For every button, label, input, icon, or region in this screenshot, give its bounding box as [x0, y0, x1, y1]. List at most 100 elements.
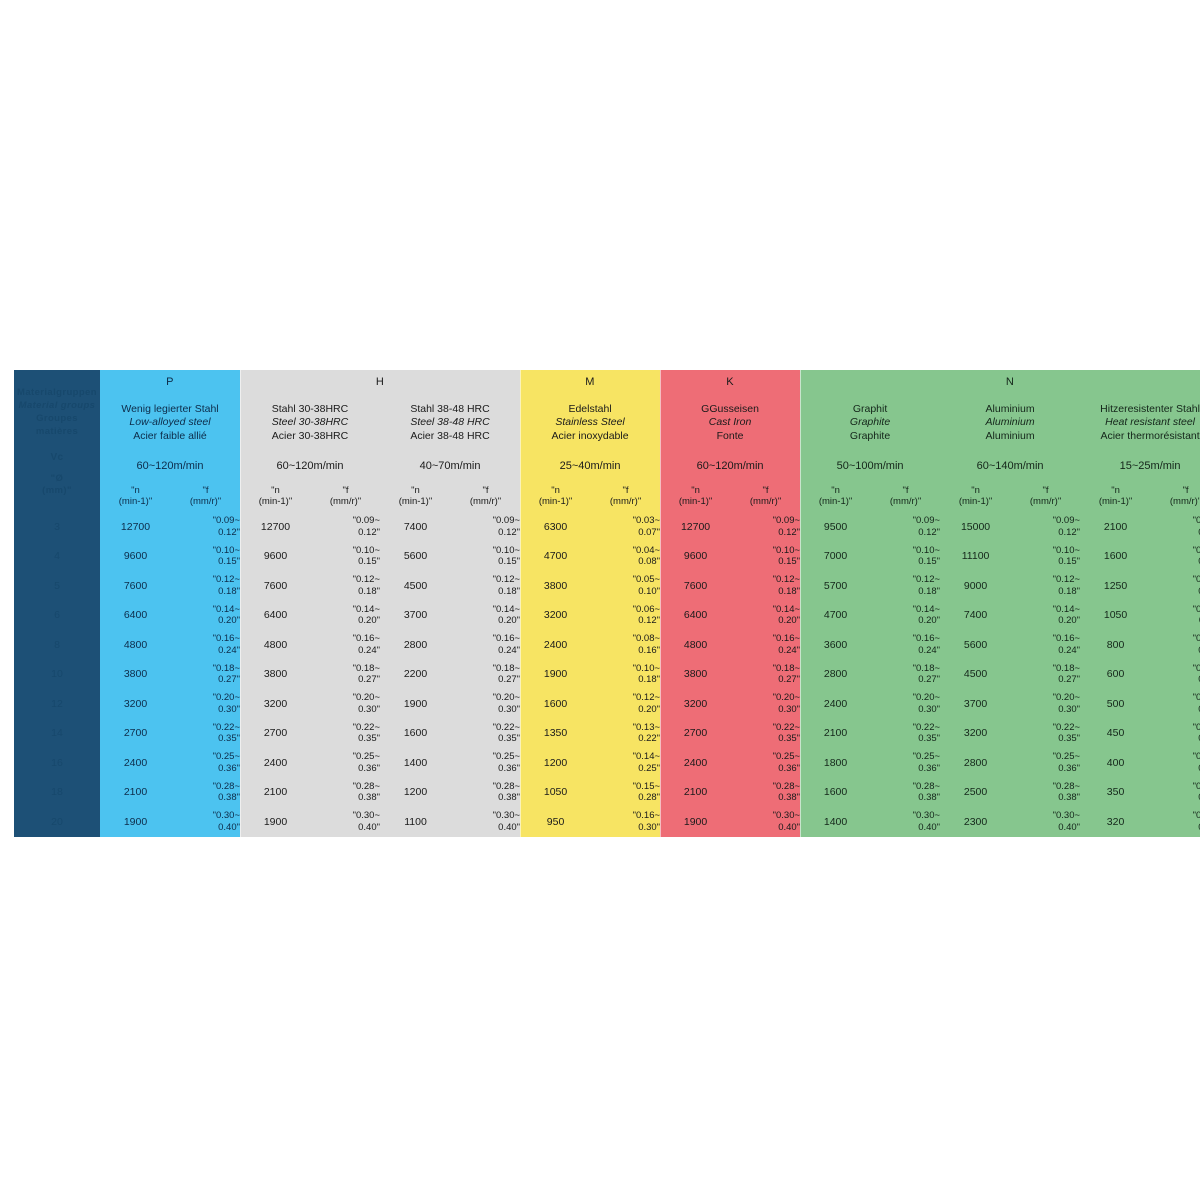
spindle-speed-cell: 2700 — [660, 718, 732, 748]
spindle-speed-cell: 1250 — [1080, 571, 1152, 601]
diameter-cell: 20 — [14, 807, 100, 837]
spindle-speed-cell: 3800 — [520, 571, 592, 601]
spindle-speed-cell: 1400 — [380, 748, 451, 778]
feed-cell: "0.12~ 0.18" — [171, 571, 240, 601]
spindle-speed-cell: 9000 — [940, 571, 1012, 601]
table-row: 16 2400 "0.25~ 0.36" 2400 "0.25~ 0.36" 1400 "0… — [14, 748, 1200, 778]
feed-header: "f (mm/r)" — [871, 480, 941, 512]
material-name: Stahl 38-48 HRC Steel 38-48 HRC Acier 38-4… — [380, 394, 521, 452]
feed-cell: "0.16~ 0.30" — [591, 807, 661, 837]
feed-cell: "0.18~ 0.27" — [871, 659, 941, 689]
feed-cell: "0.25~ 0.36" — [871, 748, 941, 778]
feed-cell: "0.09~ 0.12" — [451, 512, 521, 542]
feed-cell: "0.18~ 0.27" — [171, 659, 240, 689]
material-line: Cast Iron — [708, 416, 752, 429]
feed-cell: "0.05~ 0.10" — [591, 571, 661, 601]
feed-cell: "0.18~ 0.27" — [731, 659, 801, 689]
spindle-speed-cell: 400 — [1080, 748, 1152, 778]
table-row: 18 2100 "0.28~ 0.38" 2100 "0.28~ 0.38" 1200 "0… — [14, 777, 1200, 807]
material-groups-line: Material groups — [18, 400, 96, 411]
material-line: Graphite — [849, 416, 891, 429]
spindle-speed-cell: 2700 — [100, 718, 171, 748]
spindle-speed-header: "n (min-1)" — [660, 480, 732, 512]
table-row: 10 3800 "0.18~ 0.27" 3800 "0.18~ 0.27" 2200 "0… — [14, 659, 1200, 689]
material-name: Aluminium Aluminium Aluminium — [940, 394, 1081, 452]
feed-cell: "0.10~ 0.15" — [731, 541, 801, 571]
feed-cell: "0.14~ 0.25" — [591, 748, 661, 778]
spindle-speed-cell: 1900 — [660, 807, 732, 837]
feed-cell: "0.15~ 0.25" — [1151, 777, 1200, 807]
feed-cell: "0.30~ 0.40" — [731, 807, 801, 837]
cutting-speed-range: 60~120m/min — [240, 452, 380, 480]
feed-cell: "0.08~ 0.14" — [1151, 630, 1200, 660]
spindle-speed-cell: 4800 — [100, 630, 171, 660]
material-line: Heat resistant steel — [1105, 416, 1196, 429]
diameter-cell: 4 — [14, 541, 100, 571]
feed-cell: "0.22~ 0.35" — [1011, 718, 1081, 748]
spindle-speed-cell: 7600 — [660, 571, 732, 601]
spindle-speed-cell: 2100 — [800, 718, 872, 748]
feed-cell: "0.30~ 0.40" — [871, 807, 941, 837]
spindle-speed-cell: 3200 — [660, 689, 732, 719]
feed-cell: "0.10~ 0.15" — [311, 541, 380, 571]
vc-label: Vc — [50, 452, 64, 463]
spindle-speed-cell: 9600 — [240, 541, 311, 571]
material-name: Stahl 30-38HRC Steel 30-38HRC Acier 30-38H… — [240, 394, 380, 452]
feed-cell: "0.20~ 0.30" — [171, 689, 240, 719]
feed-cell: "0.25~ 0.36" — [171, 748, 240, 778]
feed-cell: "0.28~ 0.38" — [871, 777, 941, 807]
feed-cell: "0.20~ 0.30" — [311, 689, 380, 719]
feed-cell: "0.05~ 0.09" — [1151, 571, 1200, 601]
feed-cell: "0.12~ 0.18" — [871, 571, 941, 601]
material-name: GGusseisen Cast Iron Fonte — [660, 394, 801, 452]
diameter-cell: 6 — [14, 600, 100, 630]
spindle-speed-cell: 450 — [1080, 718, 1152, 748]
feed-cell: "0.16~ 0.24" — [731, 630, 801, 660]
spindle-speed-cell: 1050 — [520, 777, 592, 807]
diameter-cell: 8 — [14, 630, 100, 660]
spindle-speed-header: "n (min-1)" — [940, 480, 1012, 512]
diameter-cell: 14 — [14, 718, 100, 748]
cutting-speed-range: 50~100m/min — [800, 452, 941, 480]
cutting-speed-range: 60~140m/min — [940, 452, 1081, 480]
feed-cell: "0.28~ 0.38" — [451, 777, 521, 807]
group-letter-H: H — [240, 370, 521, 394]
spindle-speed-cell: 5600 — [940, 630, 1012, 660]
feed-cell: "0.14~ 0.20" — [731, 600, 801, 630]
feed-cell: "0.25~ 0.36" — [451, 748, 521, 778]
feed-cell: "0.20~ 0.30" — [731, 689, 801, 719]
diameter-cell: 18 — [14, 777, 100, 807]
feed-cell: "0.14~ 0.20" — [451, 600, 521, 630]
feed-cell: "0.09~ 0.12" — [311, 512, 380, 542]
spindle-speed-cell: 4700 — [520, 541, 592, 571]
cutting-speed-range: 15~25m/min — [1080, 452, 1200, 480]
spindle-speed-cell: 4500 — [940, 659, 1012, 689]
diameter-label: "Ø (mm)" — [42, 473, 72, 496]
feed-cell: "0.04~ 0.07" — [1151, 541, 1200, 571]
material-line: Graphite — [849, 429, 891, 442]
spindle-speed-header: "n (min-1)" — [100, 480, 171, 512]
group-letter-K: K — [660, 370, 801, 394]
material-line: Steel 38-48 HRC — [410, 416, 490, 429]
material-line: Stahl 38-48 HRC — [410, 402, 490, 415]
feed-cell: "0.22~ 0.35" — [451, 718, 521, 748]
spindle-speed-cell: 12700 — [240, 512, 311, 542]
spindle-speed-cell: 2800 — [380, 630, 451, 660]
feed-cell: "0.30~ 0.40" — [1011, 807, 1081, 837]
feed-cell: "0.09~ 0.12" — [731, 512, 801, 542]
feed-cell: "0.14~ 0.20" — [171, 600, 240, 630]
feed-cell: "0.14~ 0.20" — [871, 600, 941, 630]
material-line: Hitzeresistenter Stahl — [1100, 402, 1200, 415]
feed-cell: "0.20~ 0.30" — [451, 689, 521, 719]
material-line: Acier 30-38HRC — [271, 429, 349, 442]
spindle-speed-cell: 2100 — [240, 777, 311, 807]
index-corner: Materialgruppen Material groups Groupes ma… — [14, 370, 100, 512]
spindle-speed-cell: 2800 — [940, 748, 1012, 778]
material-line: Aluminium — [985, 402, 1035, 415]
spindle-speed-cell: 1100 — [380, 807, 451, 837]
feed-cell: "0.16~ 0.24" — [451, 630, 521, 660]
feed-cell: "0.12~ 0.20" — [591, 689, 661, 719]
material-line: Low-alloyed steel — [129, 416, 211, 429]
index-header: Materialgruppen Material groups Groupes ma… — [14, 370, 100, 512]
feed-cell: "0.10~ 0.15" — [451, 541, 521, 571]
